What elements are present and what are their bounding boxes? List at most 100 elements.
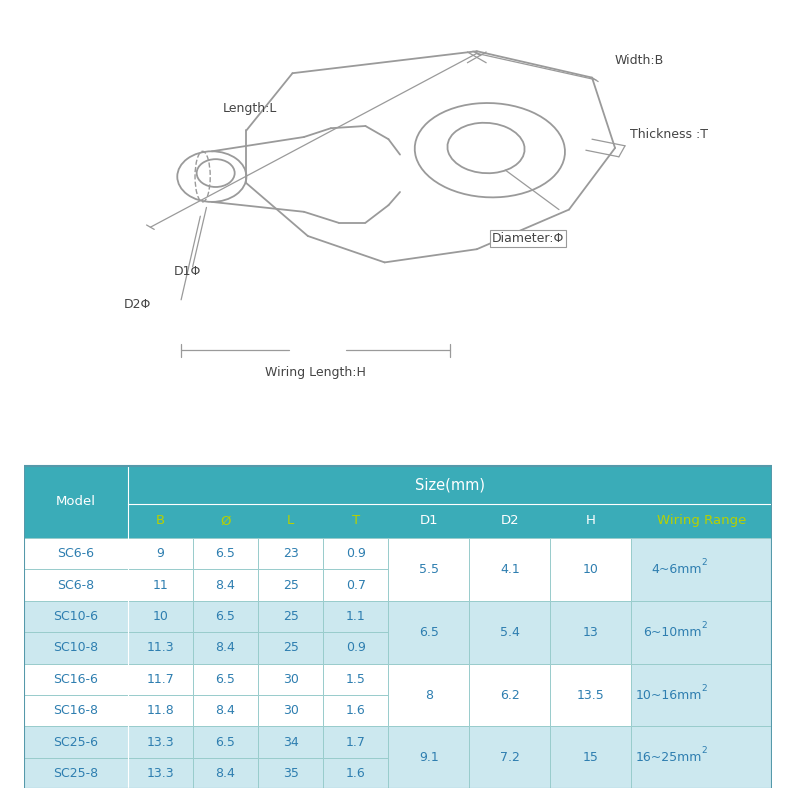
Bar	[193, 601, 258, 632]
Bar	[24, 663, 128, 695]
Text: 5.5: 5.5	[419, 563, 438, 576]
Bar	[258, 758, 323, 790]
Bar	[24, 538, 128, 570]
Bar	[631, 504, 772, 538]
Text: Ø: Ø	[220, 514, 230, 527]
Bar	[631, 601, 772, 663]
Bar	[470, 601, 550, 663]
Text: 25: 25	[282, 578, 298, 591]
Bar	[24, 601, 128, 632]
Bar	[193, 726, 258, 758]
Text: Model: Model	[56, 495, 96, 508]
Text: T: T	[352, 514, 360, 527]
Text: 1.6: 1.6	[346, 767, 366, 780]
Text: Size(mm): Size(mm)	[415, 478, 485, 492]
Text: 9.1: 9.1	[419, 751, 438, 764]
Text: 9: 9	[157, 547, 164, 560]
Bar	[258, 601, 323, 632]
Bar	[193, 758, 258, 790]
Text: 13.3: 13.3	[146, 767, 174, 780]
Text: Diameter:Φ: Diameter:Φ	[492, 232, 565, 245]
Text: 8: 8	[425, 689, 433, 702]
Text: 1.1: 1.1	[346, 610, 366, 623]
Bar	[258, 632, 323, 663]
Text: 13.3: 13.3	[146, 736, 174, 749]
Bar	[258, 695, 323, 726]
Text: 6.5: 6.5	[215, 673, 235, 686]
Text: 8.4: 8.4	[215, 642, 235, 654]
Text: Width:B: Width:B	[615, 54, 664, 66]
Text: 35: 35	[282, 767, 298, 780]
Text: 6.2: 6.2	[500, 689, 520, 702]
Text: D1Φ: D1Φ	[174, 265, 201, 278]
Text: D1: D1	[419, 514, 438, 527]
Text: Thickness :T: Thickness :T	[630, 128, 709, 142]
Bar	[323, 632, 388, 663]
Bar	[24, 758, 128, 790]
Text: 4~6mm: 4~6mm	[651, 563, 702, 576]
Bar	[550, 504, 631, 538]
Bar	[128, 632, 193, 663]
Bar	[550, 726, 631, 790]
Text: 15: 15	[582, 751, 598, 764]
Text: 25: 25	[282, 610, 298, 623]
Text: 11: 11	[153, 578, 168, 591]
Text: 0.7: 0.7	[346, 578, 366, 591]
Bar	[24, 632, 128, 663]
Bar	[128, 601, 193, 632]
Bar	[388, 663, 470, 726]
Bar	[128, 695, 193, 726]
Text: 7.2: 7.2	[500, 751, 520, 764]
Bar	[258, 538, 323, 570]
Text: 30: 30	[282, 673, 298, 686]
Bar	[24, 570, 128, 601]
Text: SC16-6: SC16-6	[54, 673, 98, 686]
Text: 30: 30	[282, 704, 298, 718]
Bar	[470, 504, 550, 538]
Text: D2: D2	[501, 514, 519, 527]
Text: D2Φ: D2Φ	[123, 298, 151, 310]
Text: 6.5: 6.5	[215, 736, 235, 749]
Bar	[323, 538, 388, 570]
Bar	[128, 466, 772, 504]
Text: 6.5: 6.5	[215, 610, 235, 623]
Text: H: H	[586, 514, 596, 527]
Text: Length:L: Length:L	[223, 102, 278, 115]
Text: 6.5: 6.5	[419, 626, 438, 638]
Bar	[388, 504, 470, 538]
Bar	[388, 538, 470, 601]
Text: SC25-6: SC25-6	[54, 736, 98, 749]
Text: 10: 10	[153, 610, 168, 623]
Text: SC16-8: SC16-8	[54, 704, 98, 718]
Bar	[323, 758, 388, 790]
Bar	[24, 726, 128, 758]
Text: 2: 2	[702, 683, 707, 693]
Bar	[258, 726, 323, 758]
Text: 13: 13	[583, 626, 598, 638]
Text: 6.5: 6.5	[215, 547, 235, 560]
Text: SC10-8: SC10-8	[54, 642, 98, 654]
Bar	[323, 726, 388, 758]
Text: 1.6: 1.6	[346, 704, 366, 718]
Text: 11.8: 11.8	[146, 704, 174, 718]
Bar	[323, 663, 388, 695]
Text: 11.3: 11.3	[146, 642, 174, 654]
Text: 0.9: 0.9	[346, 547, 366, 560]
Text: SC6-8: SC6-8	[58, 578, 94, 591]
Bar	[193, 538, 258, 570]
Text: 4.1: 4.1	[500, 563, 520, 576]
Text: 13.5: 13.5	[577, 689, 605, 702]
Bar	[631, 663, 772, 726]
Bar	[193, 632, 258, 663]
Text: 10: 10	[582, 563, 598, 576]
Bar	[128, 663, 193, 695]
Bar	[193, 695, 258, 726]
Bar	[323, 695, 388, 726]
Bar	[631, 726, 772, 790]
Text: 2: 2	[702, 746, 707, 755]
Text: 11.7: 11.7	[146, 673, 174, 686]
Text: 2: 2	[702, 558, 707, 567]
Bar	[550, 538, 631, 601]
Text: 8.4: 8.4	[215, 767, 235, 780]
Bar	[258, 504, 323, 538]
